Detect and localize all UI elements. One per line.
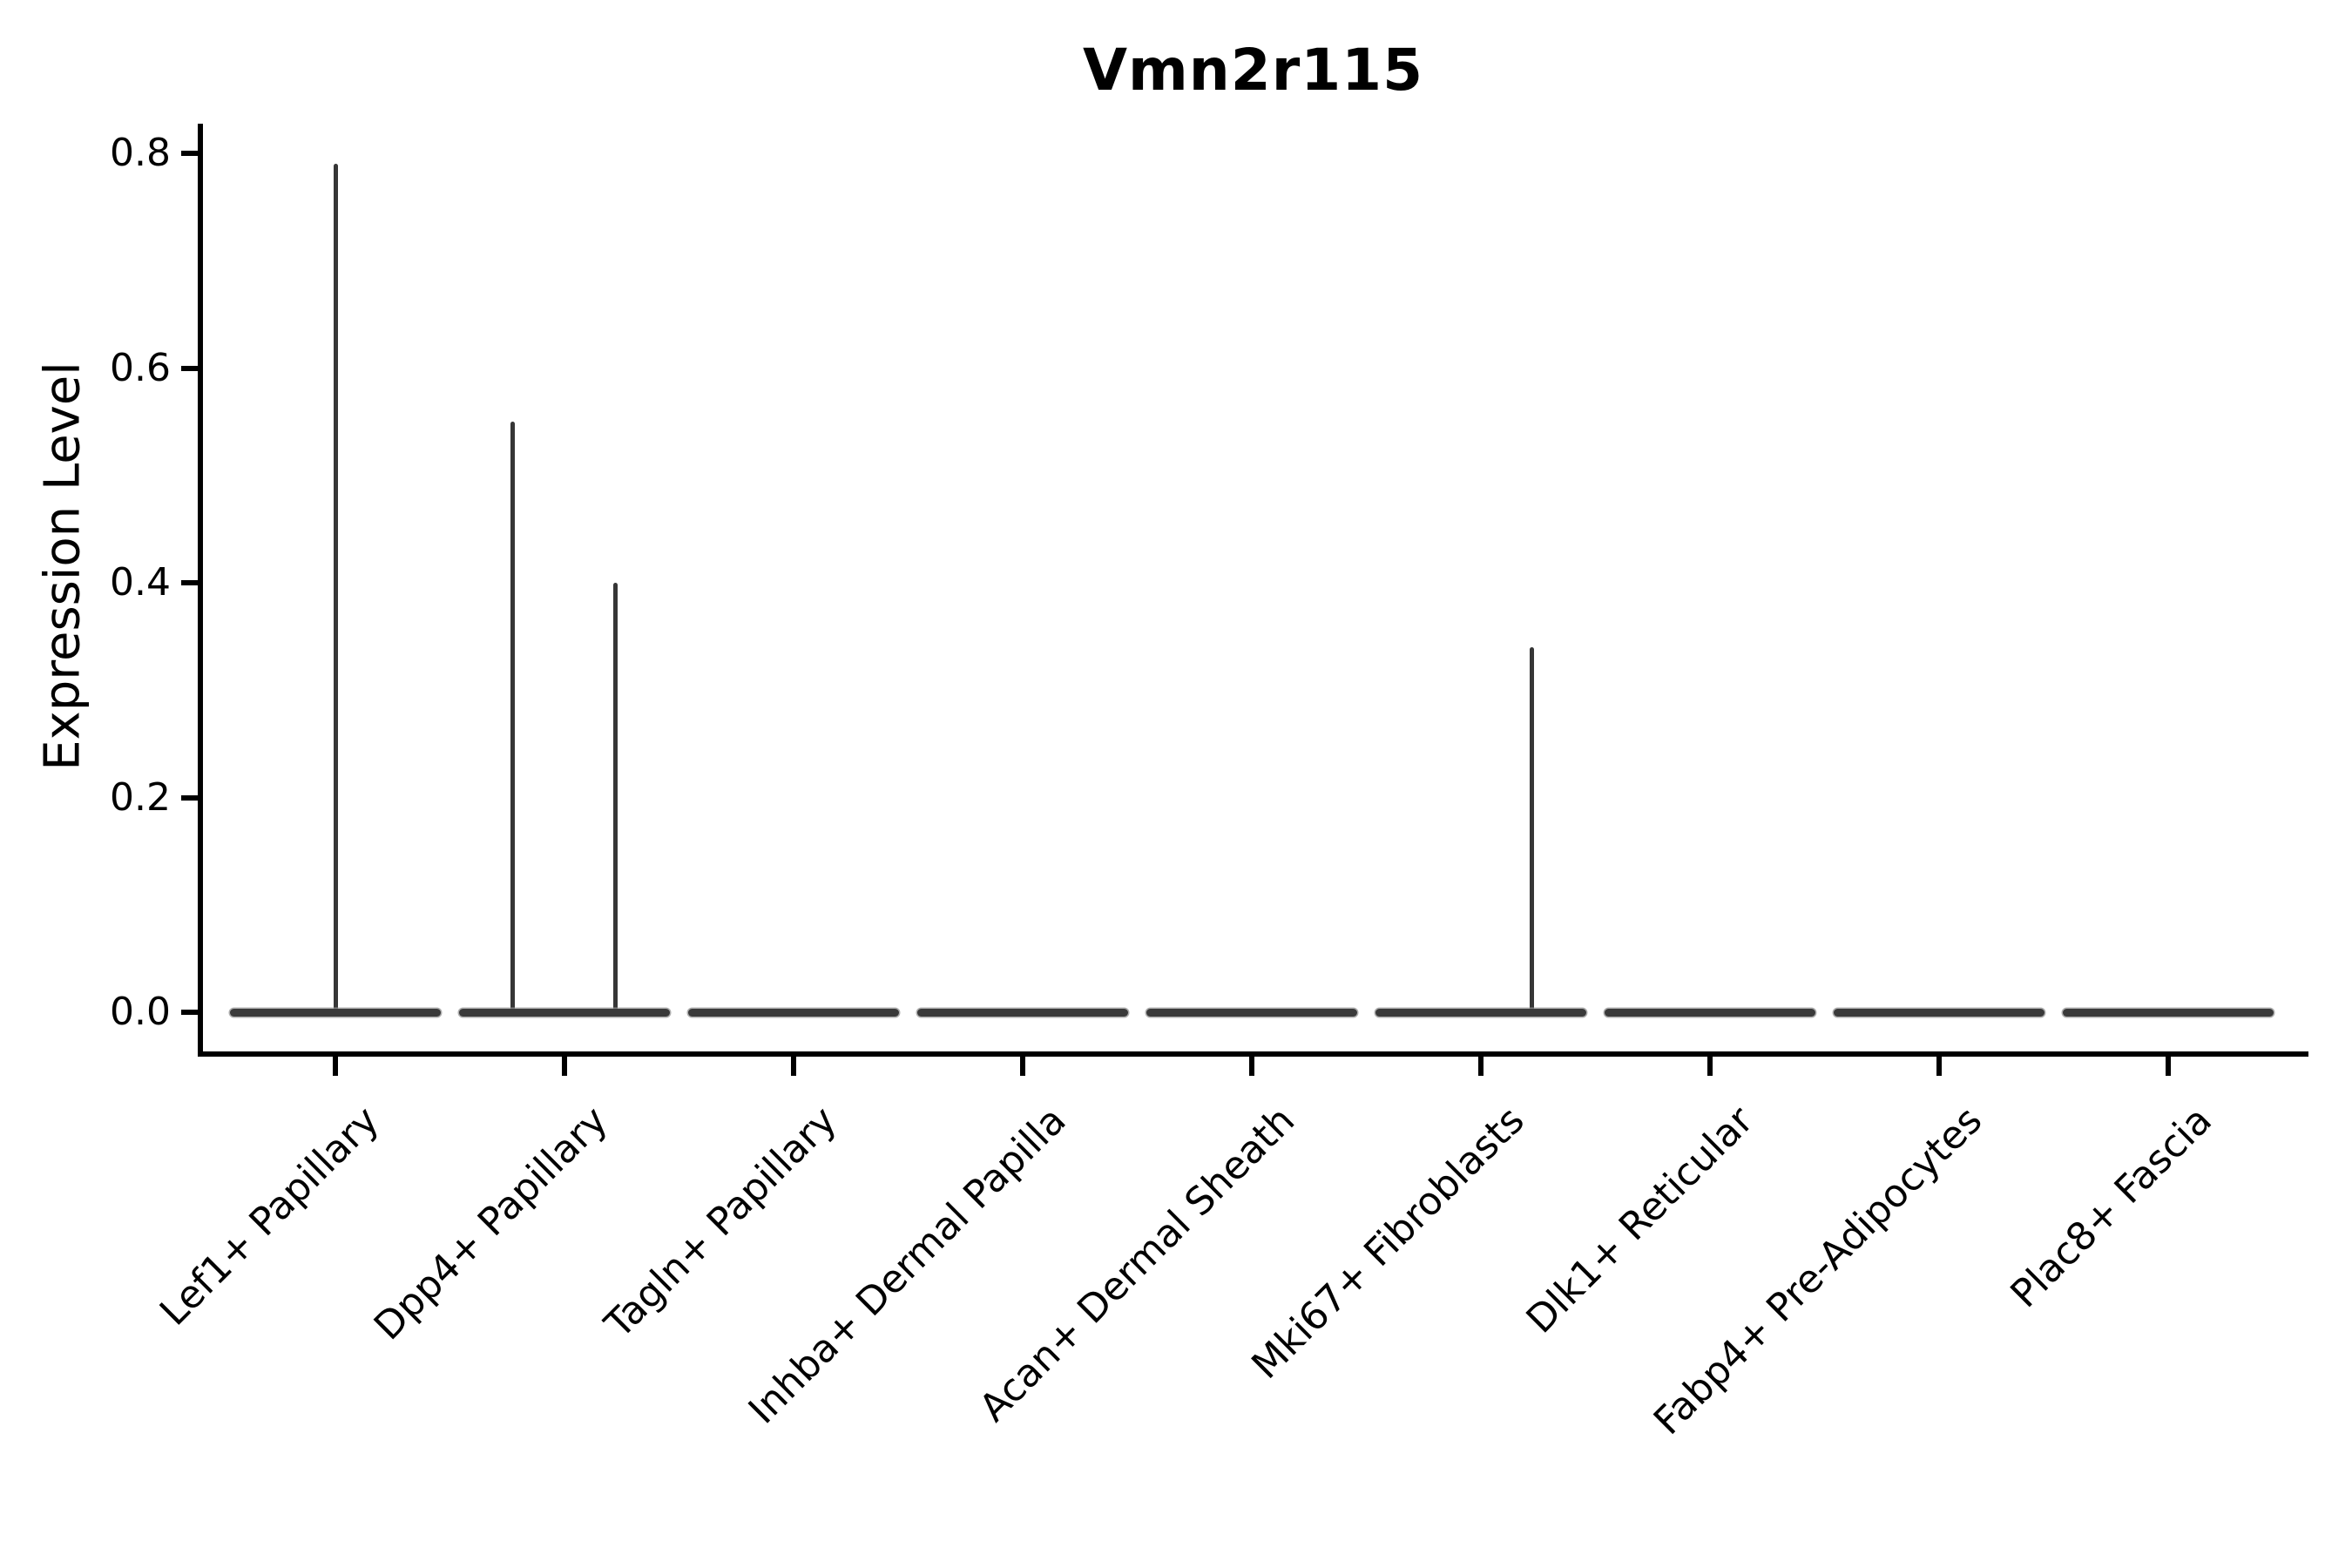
y-tick-mark [181, 151, 198, 156]
violin-body [917, 1008, 1128, 1017]
x-tick-mark [1478, 1057, 1484, 1076]
y-tick-mark [181, 794, 198, 801]
x-category-label: Dpp4+ Papillary [365, 1098, 617, 1349]
x-category-label: Lef1+ Papillary [151, 1098, 388, 1335]
violin-body [1834, 1008, 2044, 1017]
x-tick-mark [333, 1057, 338, 1076]
x-category-label: Dlk1+ Reticular [1517, 1098, 1762, 1342]
x-category-label: Tagln+ Papillary [597, 1098, 846, 1348]
y-axis-spine [198, 124, 203, 1057]
y-tick-mark [181, 1010, 198, 1015]
violin-outlier-spike [333, 164, 338, 1012]
x-tick-mark [2166, 1057, 2171, 1076]
x-tick-mark [791, 1057, 796, 1076]
x-tick-mark [1249, 1057, 1254, 1076]
x-tick-mark [1707, 1057, 1713, 1076]
y-tick-mark [181, 580, 198, 585]
y-tick-label: 0.6 [110, 345, 171, 390]
violin-body [459, 1008, 670, 1017]
violin-body [230, 1008, 441, 1017]
x-axis-spine [198, 1051, 2308, 1057]
violin-outlier-spike [613, 583, 618, 1012]
x-tick-mark [562, 1057, 567, 1076]
violin-outlier-spike [1530, 646, 1535, 1012]
violin-outlier-spike [510, 422, 515, 1012]
violin-body [1375, 1008, 1586, 1017]
y-tick-label: 0.0 [110, 990, 171, 1034]
y-tick-mark [181, 365, 198, 371]
y-tick-label: 0.2 [110, 774, 171, 820]
x-tick-mark [1020, 1057, 1025, 1076]
x-category-label: Plac8+ Fascia [2002, 1098, 2220, 1317]
y-tick-label: 0.4 [110, 560, 171, 605]
x-tick-mark [1936, 1057, 1942, 1076]
violin-body [2063, 1008, 2274, 1017]
y-tick-label: 0.8 [110, 131, 171, 175]
violin-body [1605, 1008, 1815, 1017]
violin-body [688, 1008, 899, 1017]
plot-title: Vmn2r115 [1082, 37, 1424, 104]
violin-body [1146, 1008, 1357, 1017]
